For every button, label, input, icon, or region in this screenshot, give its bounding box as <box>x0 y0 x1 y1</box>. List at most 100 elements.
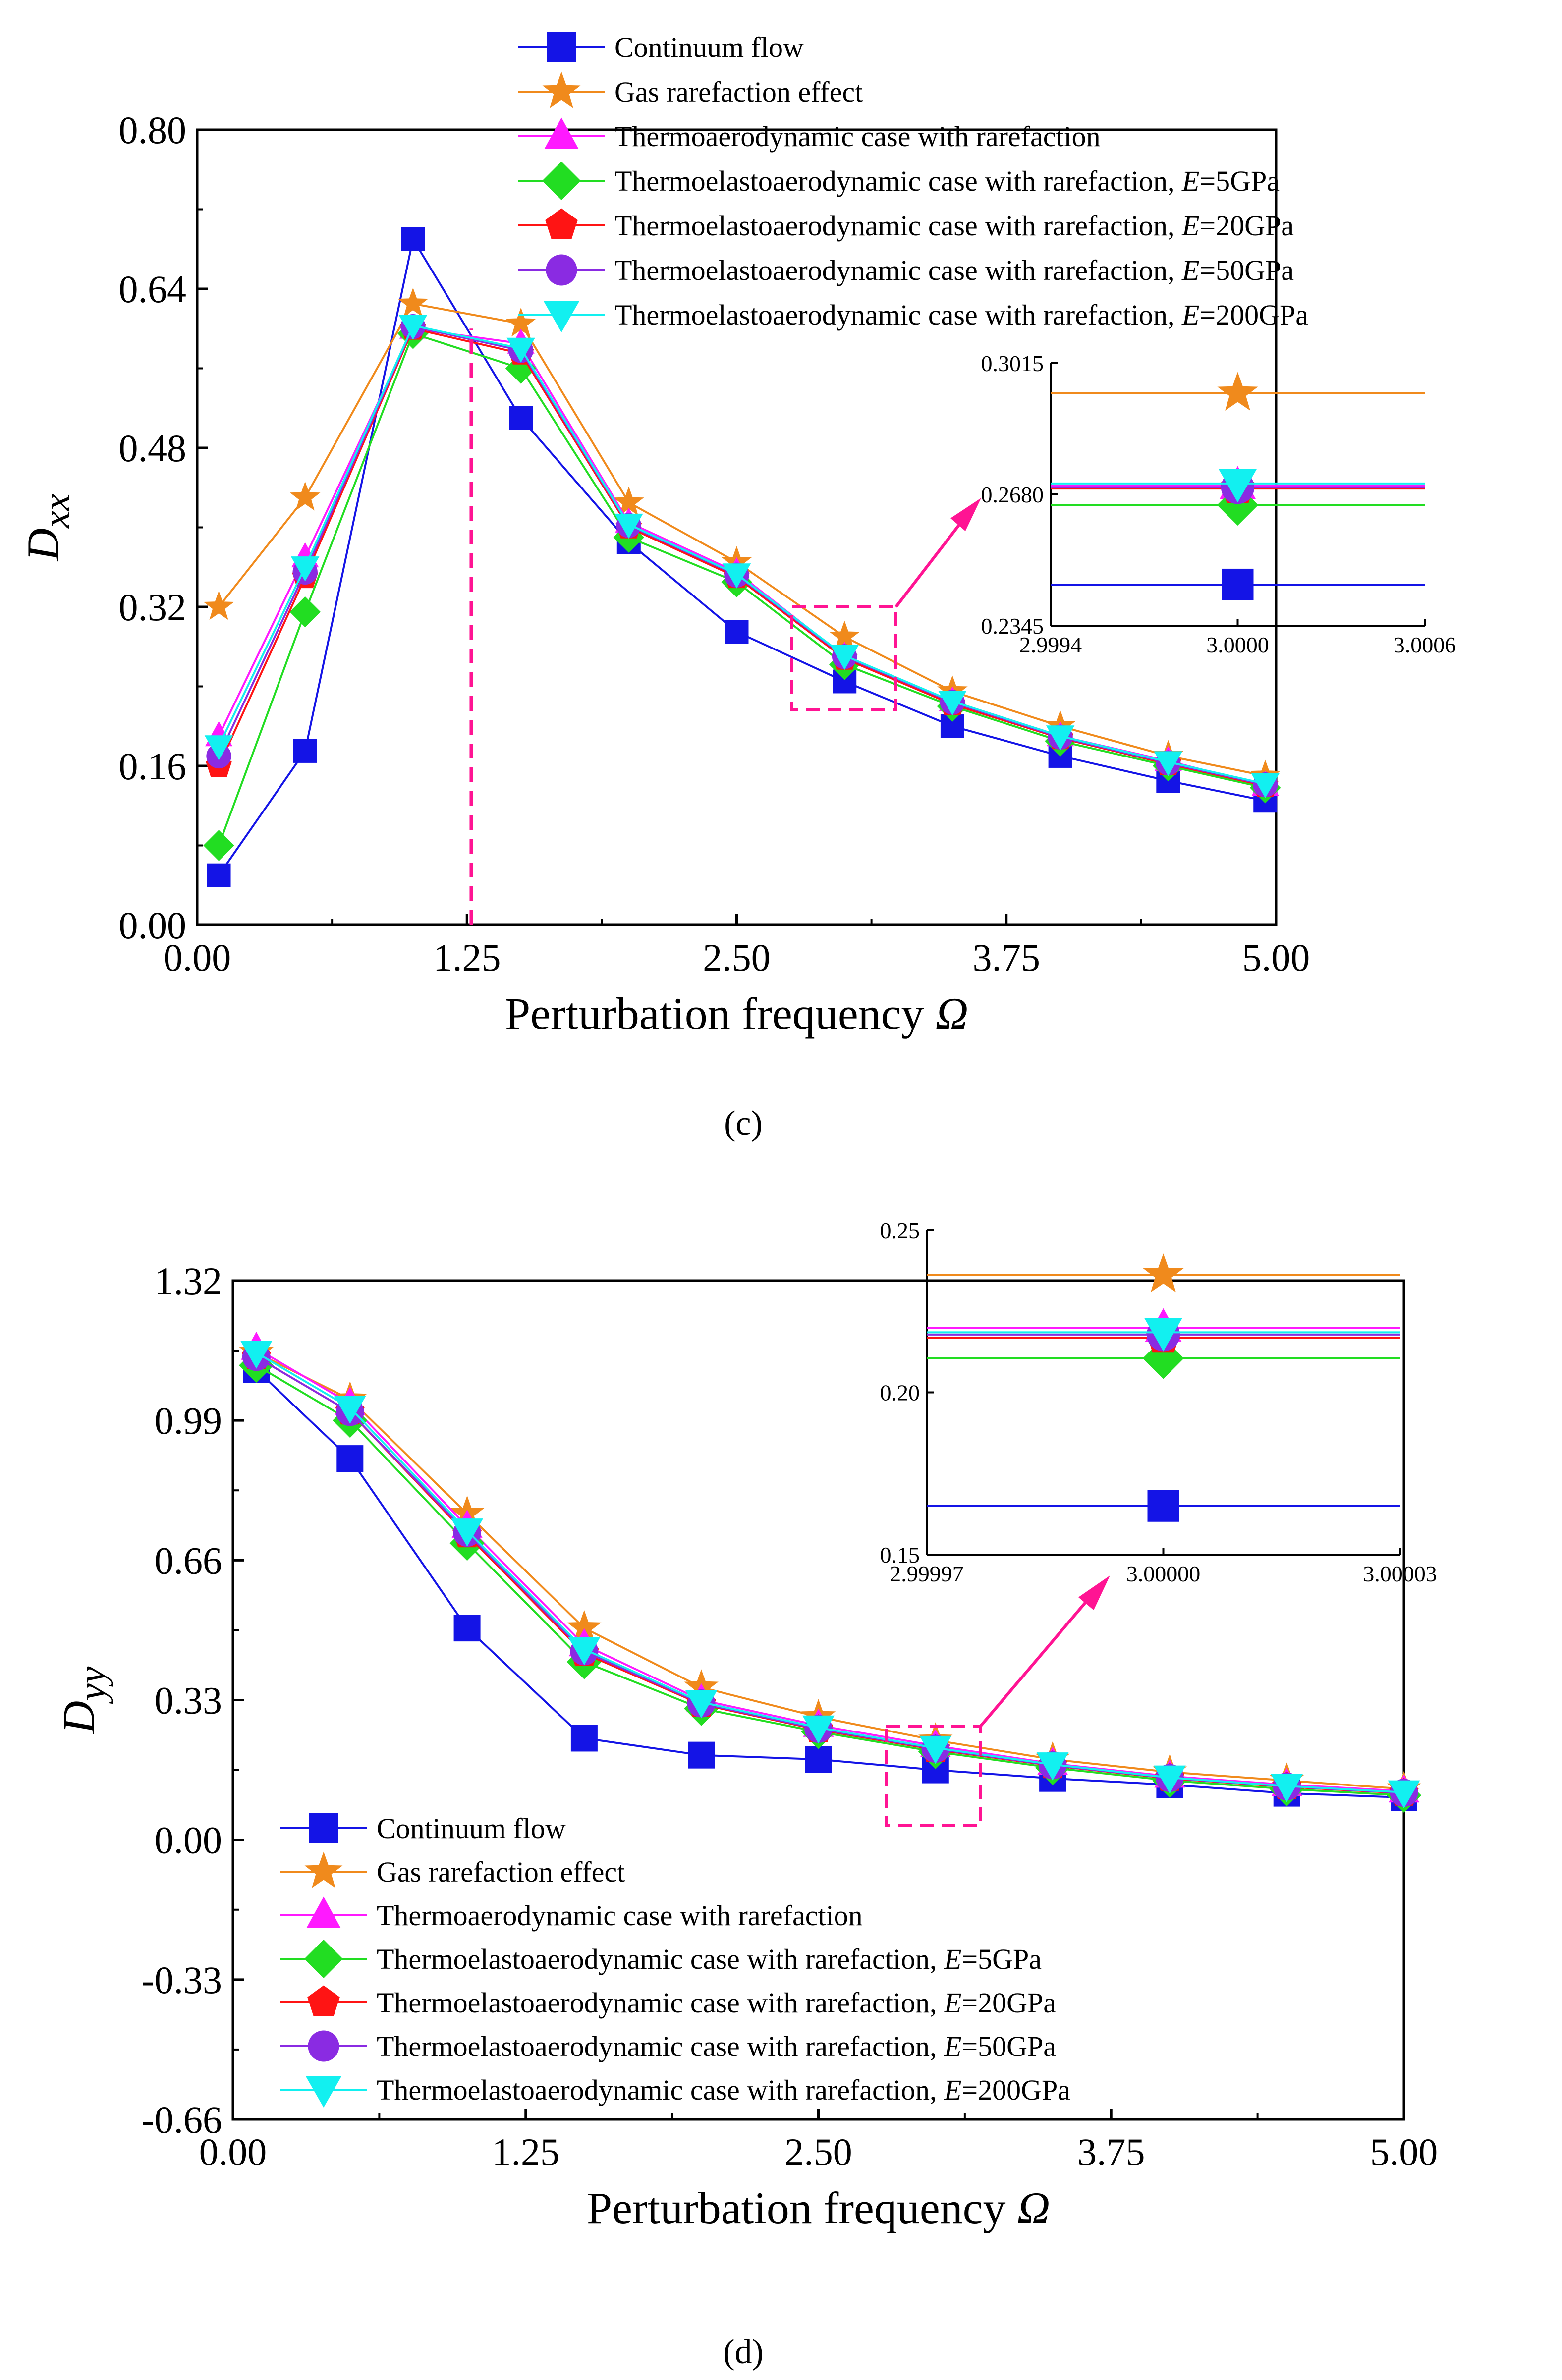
inset-x-tick-label: 2.9994 <box>1019 632 1082 657</box>
legend-entry-thermoelastoaerodynamic-case-with-rarefaction-e-20gpa: Thermoelastoaerodynamic case with rarefa… <box>280 1985 1056 2019</box>
data-point-triangle-down <box>290 556 320 582</box>
data-point-star <box>614 486 644 516</box>
legend-entry-continuum-flow: Continuum flow <box>518 31 804 63</box>
inset-series-gas-rarefaction-effect <box>1051 372 1425 411</box>
legend-entry-continuum-flow: Continuum flow <box>280 1812 566 1844</box>
series-gas-rarefaction-effect <box>203 287 1281 789</box>
inset-y-tick-label: 0.3015 <box>981 351 1044 376</box>
data-point-triangle-down <box>334 1396 366 1424</box>
inset-data-point-square <box>1147 1490 1179 1522</box>
y-tick-label: 0.32 <box>119 586 187 629</box>
y-tick-label: 0.16 <box>119 745 187 788</box>
legend-marker-star <box>304 1851 343 1888</box>
y-tick-label: 1.32 <box>155 1259 223 1302</box>
legend-label-text: Gas rarefaction effect <box>377 1856 625 1888</box>
data-point-square <box>453 1615 481 1642</box>
series-line <box>218 325 1266 786</box>
legend-label-suffix: =20GPa <box>961 1987 1056 2019</box>
legend-label-text: Thermoelastoaerodynamic case with rarefa… <box>377 2030 944 2062</box>
legend-label-suffix: =200GPa <box>961 2074 1070 2106</box>
legend: Continuum flow Gas rarefaction effect Ther… <box>280 1812 1070 2108</box>
legend-label: Gas rarefaction effect <box>614 76 863 108</box>
legend-entry-gas-rarefaction-effect: Gas rarefaction effect <box>518 71 863 108</box>
legend-label-text: Continuum flow <box>377 1812 566 1844</box>
legend-marker-diamond <box>304 1940 343 1978</box>
legend-marker-square <box>309 1813 338 1843</box>
data-point-diamond <box>203 830 234 861</box>
data-point-square <box>570 1725 598 1752</box>
data-point-square <box>401 227 425 251</box>
y-axis-title: Dxx <box>18 493 78 562</box>
data-point-triangle-down <box>240 1341 273 1369</box>
legend-label: Thermoelastoaerodynamic case with rarefa… <box>614 299 1308 331</box>
inset-y-tick-label: 0.15 <box>880 1542 920 1568</box>
x-axis-title: Perturbation frequency Ω <box>587 2183 1050 2233</box>
legend-entry-thermoelastoaerodynamic-case-with-rarefaction-e-200gpa: Thermoelastoaerodynamic case with rarefa… <box>280 2074 1070 2108</box>
inset-x-tick-label: 3.0006 <box>1394 632 1456 657</box>
series-thermoelastoaerodynamic-case-with-rarefaction-e-5gpa <box>203 318 1281 861</box>
data-point-star <box>289 481 321 511</box>
x-tick-label: 2.50 <box>784 2130 852 2173</box>
data-point-triangle-down <box>919 1735 952 1764</box>
legend-entry-thermoelastoaerodynamic-case-with-rarefaction-e-200gpa: Thermoelastoaerodynamic case with rarefa… <box>518 299 1308 332</box>
x-tick-label: 3.75 <box>973 936 1041 979</box>
inset-x-tick-label: 2.99997 <box>890 1561 964 1586</box>
y-tick-label: 0.99 <box>155 1399 223 1442</box>
legend-label-suffix: =50GPa <box>961 2030 1056 2062</box>
legend-entry-thermoaerodynamic-case-with-rarefaction: Thermoaerodynamic case with rarefaction <box>280 1896 863 1932</box>
y-axis-title-main: D <box>18 528 68 562</box>
legend-marker-circle <box>546 254 577 286</box>
inset-data-point-triangle-down <box>1144 1318 1182 1352</box>
x-axis-title-symbol: Ω <box>936 988 969 1039</box>
inset-c: 2.9994 3.0000 3.0006 0.2345 0.2680 0.3015 <box>981 351 1456 657</box>
inset-data-point-star <box>1217 372 1258 411</box>
x-tick-label: 1.25 <box>433 936 501 979</box>
legend-label: Thermoaerodynamic case with rarefaction <box>377 1899 863 1932</box>
legend-entry-gas-rarefaction-effect: Gas rarefaction effect <box>280 1851 625 1888</box>
data-point-triangle-down <box>1046 725 1075 751</box>
inset-x-tick-label: 3.00000 <box>1126 1561 1201 1586</box>
inset-x-tick-label: 3.0000 <box>1206 632 1269 657</box>
x-tick-label: 0.00 <box>199 2130 267 2173</box>
legend-label-text: Thermoelastoaerodynamic case with rarefa… <box>377 1943 944 1975</box>
inset-series-thermoelastoaerodynamic-case-with-rarefaction-e-200gpa <box>927 1318 1400 1352</box>
legend-label: Gas rarefaction effect <box>377 1856 625 1888</box>
inset-y-tick-label: 0.20 <box>880 1380 920 1406</box>
y-tick-label: 0.64 <box>119 268 187 311</box>
legend-label: Continuum flow <box>377 1812 566 1844</box>
x-axis-title-text: Perturbation frequency <box>587 2183 1017 2233</box>
legend-label-suffix: =5GPa <box>1199 165 1280 197</box>
series-thermoelastoaerodynamic-case-with-rarefaction-e-5gpa <box>239 1348 1422 1813</box>
data-point-square <box>688 1741 715 1769</box>
data-point-triangle-down <box>938 690 967 716</box>
data-point-diamond <box>289 596 321 628</box>
y-tick-label: -0.33 <box>142 1958 222 2001</box>
legend-marker-triangle-up <box>306 1896 341 1928</box>
data-point-square <box>293 739 317 763</box>
legend-entry-thermoelastoaerodynamic-case-with-rarefaction-e-50gpa: Thermoelastoaerodynamic case with rarefa… <box>518 254 1294 286</box>
zoom-arrow-shaft <box>894 524 960 608</box>
legend-marker-triangle-down <box>544 301 579 332</box>
legend-label-e: E <box>1181 254 1199 286</box>
y-tick-label: 0.66 <box>155 1539 223 1582</box>
y-tick-label: 0.33 <box>155 1679 223 1722</box>
legend-label: Thermoelastoaerodynamic case with rarefa… <box>377 2030 1056 2062</box>
legend-marker-diamond <box>542 162 581 200</box>
data-point-triangle-down <box>451 1518 483 1547</box>
legend-label-text: Continuum flow <box>614 31 804 63</box>
legend-marker-circle <box>308 2030 339 2062</box>
legend-label: Thermoelastoaerodynamic case with rarefa… <box>614 165 1280 197</box>
data-point-triangle-down <box>398 315 428 340</box>
series-line <box>218 302 1266 777</box>
legend-label-e: E <box>1181 299 1199 331</box>
y-tick-label: 0.00 <box>119 904 187 947</box>
data-point-triangle-down <box>685 1690 718 1719</box>
data-point-star <box>505 307 536 337</box>
inset-y-tick-label: 0.25 <box>880 1218 920 1243</box>
data-point-triangle-down <box>506 337 535 363</box>
data-point-triangle-down <box>1271 1774 1303 1802</box>
x-tick-label: 1.25 <box>492 2130 560 2173</box>
data-point-star <box>567 1610 602 1643</box>
legend-label-suffix: =200GPa <box>1199 299 1308 331</box>
legend-label-text: Thermoelastoaerodynamic case with rarefa… <box>614 299 1182 331</box>
